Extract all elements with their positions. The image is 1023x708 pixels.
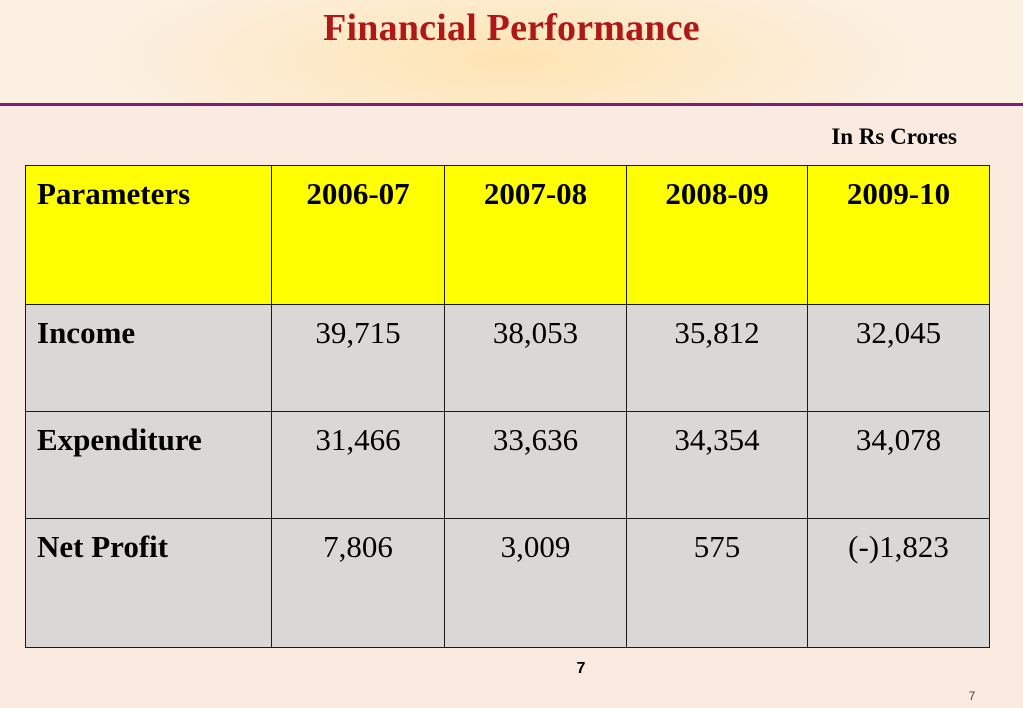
table-cell: 34,078	[807, 411, 990, 519]
column-header-year: 2007-08	[444, 165, 627, 305]
table-header-row: Parameters 2006-07 2007-08 2008-09 2009-…	[25, 165, 990, 305]
table-cell: 33,636	[444, 411, 627, 519]
units-note: In Rs Crores	[831, 124, 957, 149]
table-cell: 31,466	[271, 411, 445, 519]
table-cell: 32,045	[807, 304, 990, 412]
table-row-expenditure: Expenditure 31,466 33,636 34,354 34,078	[25, 411, 990, 519]
column-header-year: 2008-09	[626, 165, 808, 305]
slide-title: Financial Performance	[323, 7, 700, 49]
header-band	[0, 0, 1023, 104]
table-cell: 39,715	[271, 304, 445, 412]
row-label: Net Profit	[25, 518, 272, 648]
table-cell: 34,354	[626, 411, 808, 519]
header-divider	[0, 103, 1023, 106]
table-row-income: Income 39,715 38,053 35,812 32,045	[25, 304, 990, 412]
column-header-parameters: Parameters	[25, 165, 272, 305]
row-label: Income	[25, 304, 272, 412]
column-header-year: 2009-10	[807, 165, 990, 305]
row-label: Expenditure	[25, 411, 272, 519]
table-row-net-profit: Net Profit 7,806 3,009 575 (-)1,823	[25, 518, 990, 648]
table-cell: 7,806	[271, 518, 445, 648]
slide-number: 7	[968, 689, 976, 703]
table-cell: 35,812	[626, 304, 808, 412]
table-cell: (-)1,823	[807, 518, 990, 648]
page-number: 7	[576, 660, 586, 677]
financial-performance-table: Parameters 2006-07 2007-08 2008-09 2009-…	[25, 165, 990, 648]
table-cell: 575	[626, 518, 808, 648]
table-cell: 38,053	[444, 304, 627, 412]
table-cell: 3,009	[444, 518, 627, 648]
column-header-year: 2006-07	[271, 165, 445, 305]
